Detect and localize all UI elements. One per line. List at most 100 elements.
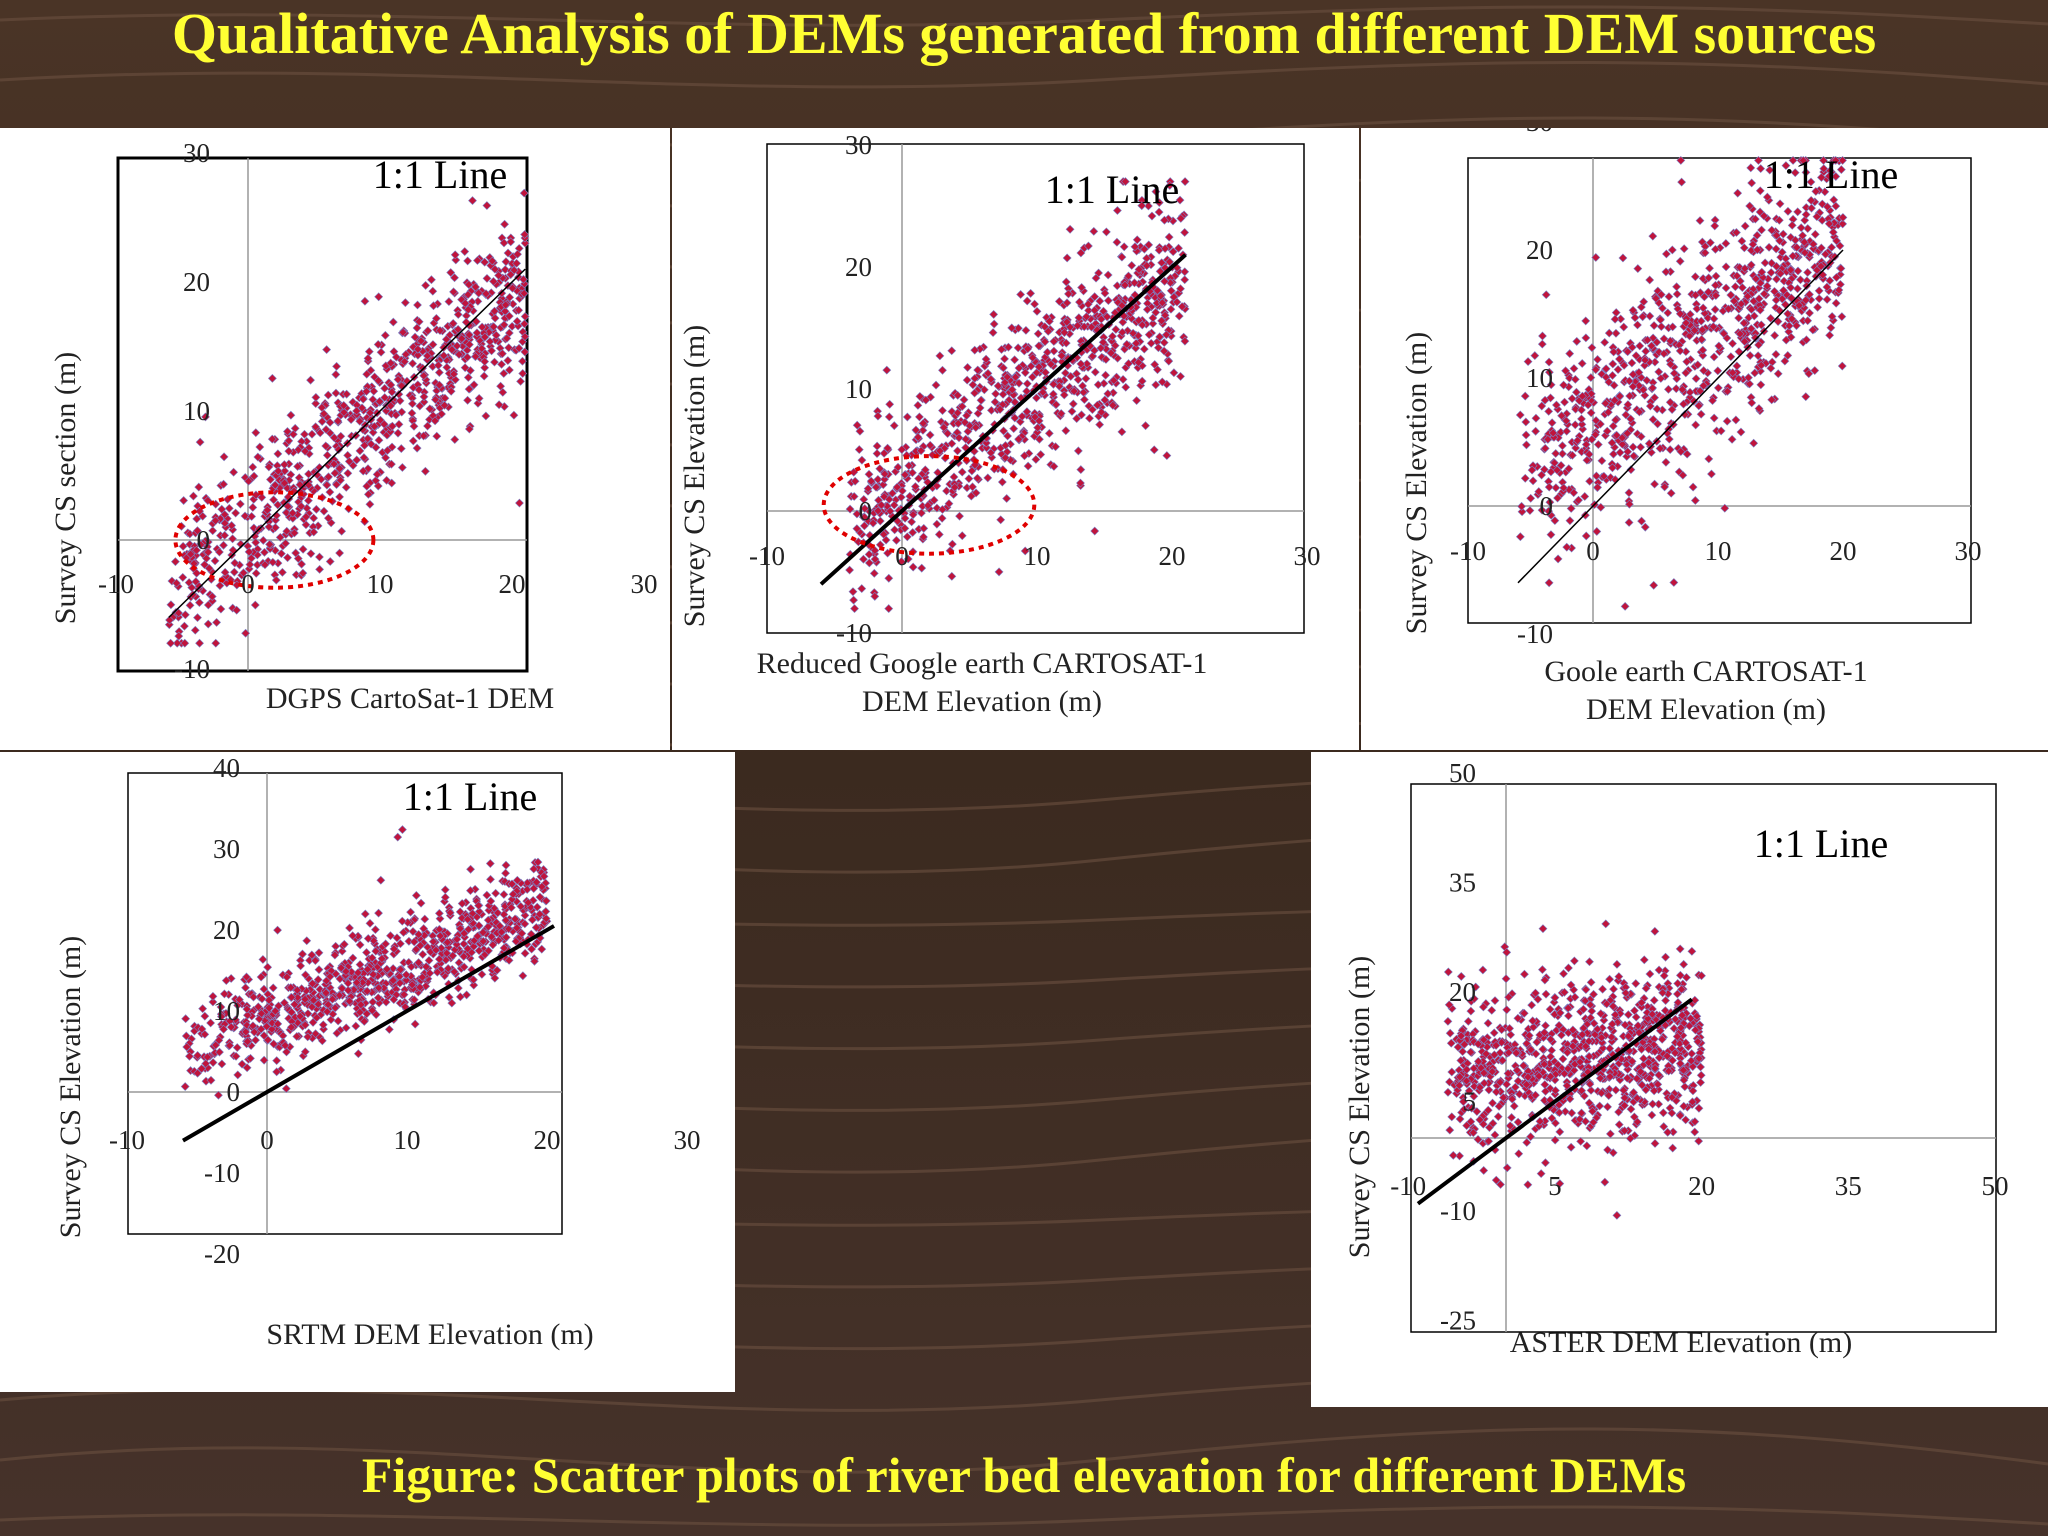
data-point [1703, 313, 1713, 323]
data-point [854, 445, 864, 454]
data-point [1663, 308, 1673, 318]
data-point [520, 279, 529, 289]
data-point [395, 978, 405, 988]
data-point [273, 1019, 283, 1029]
data-point [363, 434, 373, 444]
data-point [393, 832, 403, 842]
data-point [298, 949, 307, 959]
data-point [242, 1004, 252, 1014]
data-point [1051, 442, 1060, 452]
data-point [1100, 395, 1110, 405]
data-point [287, 992, 296, 1002]
data-point [1658, 988, 1668, 998]
data-point [1665, 445, 1675, 455]
data-point [1062, 298, 1072, 308]
data-point [1641, 346, 1651, 356]
data-point [1657, 1034, 1667, 1044]
data-point [371, 443, 381, 452]
y-tick-label: 30 [845, 130, 872, 160]
data-point [1558, 1054, 1568, 1064]
data-point [1664, 434, 1674, 444]
data-point [915, 391, 925, 401]
data-point [1112, 206, 1122, 215]
y-tick-label: 30 [213, 834, 240, 864]
data-point [1584, 1098, 1594, 1108]
data-point [1447, 1112, 1457, 1122]
data-point [1661, 996, 1671, 1005]
data-point [309, 527, 319, 537]
data-point [527, 944, 537, 954]
data-point [1506, 1030, 1516, 1040]
data-point [944, 499, 954, 509]
data-point [1704, 454, 1714, 464]
data-point [1666, 359, 1675, 369]
data-point [1637, 516, 1646, 526]
data-point [1160, 276, 1169, 286]
data-point [1076, 359, 1086, 369]
data-point [355, 960, 365, 969]
data-point [1162, 451, 1172, 461]
one-to-one-line [168, 268, 526, 618]
data-point [1044, 428, 1054, 438]
data-point [957, 467, 967, 477]
data-point [1810, 229, 1820, 239]
data-point [224, 503, 234, 513]
data-point [996, 515, 1006, 525]
data-point [1661, 952, 1670, 962]
data-point [377, 954, 387, 964]
data-point [1616, 314, 1626, 324]
data-point [1806, 195, 1816, 205]
data-point [351, 1021, 361, 1031]
data-point [1108, 331, 1117, 341]
data-point [1033, 329, 1043, 339]
data-point [1719, 329, 1729, 338]
data-point [501, 860, 511, 870]
data-point [1544, 357, 1554, 367]
data-point [1790, 235, 1800, 245]
data-point [380, 330, 390, 340]
data-point [1581, 510, 1590, 520]
data-point [1597, 1033, 1607, 1043]
data-point [900, 470, 910, 480]
y-tick-label: 10 [183, 396, 210, 426]
data-point [1736, 299, 1746, 309]
data-point [418, 949, 428, 959]
data-point [221, 976, 231, 985]
data-point [1090, 292, 1100, 302]
data-point [447, 998, 457, 1008]
data-point [1755, 305, 1765, 315]
data-point [1804, 369, 1814, 379]
data-point [500, 219, 510, 229]
one-to-one-line [1517, 249, 1844, 584]
data-point [501, 868, 511, 878]
data-point [1513, 1076, 1523, 1086]
data-point [276, 549, 286, 559]
data-point [970, 388, 980, 398]
x-tick-label: 30 [631, 569, 658, 599]
data-point [1479, 1078, 1489, 1088]
data-point [919, 532, 928, 542]
data-point [490, 306, 499, 316]
x-tick-label: 10 [1705, 536, 1732, 566]
data-point [1473, 1039, 1483, 1049]
data-point [317, 403, 327, 412]
data-point [876, 500, 886, 510]
data-point [1596, 1009, 1606, 1019]
data-point [1692, 1011, 1702, 1021]
data-point [435, 326, 445, 335]
data-point [426, 348, 436, 358]
data-point [1631, 979, 1641, 988]
data-point [1553, 493, 1562, 503]
data-point [1617, 433, 1627, 443]
data-point [1180, 336, 1190, 346]
data-point [1694, 401, 1704, 411]
data-point [1044, 316, 1054, 326]
data-point [214, 1090, 223, 1100]
data-point [329, 459, 339, 469]
data-point [1664, 1066, 1674, 1076]
data-point [889, 500, 899, 510]
data-point [363, 934, 373, 943]
data-point [1710, 305, 1720, 314]
data-point [1644, 1058, 1653, 1068]
data-point [1731, 415, 1741, 425]
